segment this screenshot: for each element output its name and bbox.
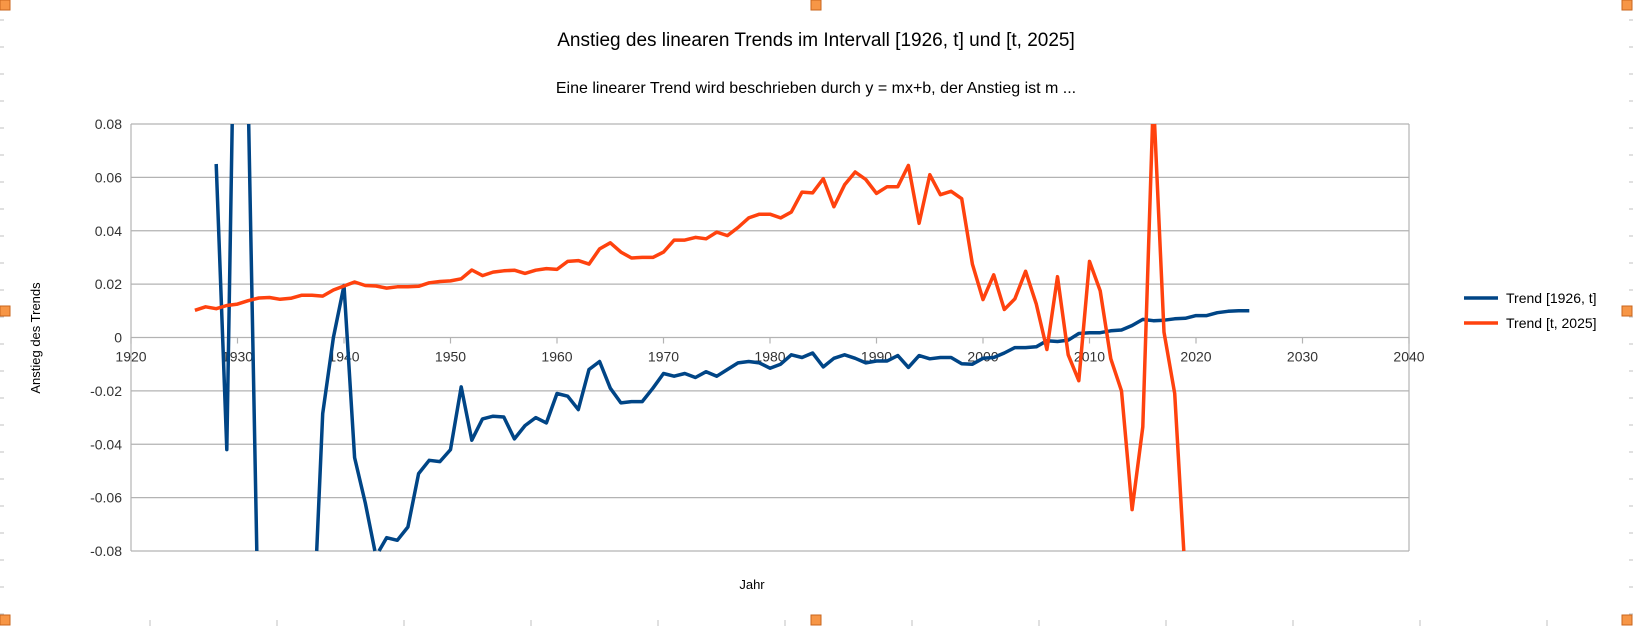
x-axis-title: Jahr [739, 577, 765, 592]
y-tick-label: 0.08 [95, 116, 122, 132]
y-tick-label: -0.08 [90, 543, 122, 559]
legend-label-1: Trend [1926, t] [1506, 290, 1597, 306]
resize-handle[interactable] [810, 614, 822, 626]
x-axis: 1920 1930 1940 1950 1960 1970 1980 1990 2000 2010… [115, 337, 1425, 365]
x-tick-label: 2010 [1074, 349, 1105, 365]
frame-ruler-ticks [0, 19, 1633, 626]
y-axis-title: Anstieg des Trends [28, 282, 43, 394]
resize-handle[interactable] [810, 0, 822, 11]
y-tick-label: 0.02 [95, 276, 122, 292]
y-tick-label: -0.06 [90, 490, 122, 506]
chart-title: Anstieg des linearen Trends im Intervall… [557, 30, 1075, 51]
resize-handle[interactable] [1621, 0, 1633, 11]
x-tick-label: 1940 [328, 349, 359, 365]
y-tick-label: -0.04 [90, 436, 122, 452]
x-tick-label: 1950 [435, 349, 466, 365]
x-tick-label: 2030 [1287, 349, 1318, 365]
x-tick-label: 1960 [541, 349, 572, 365]
series-lines [194, 123, 1250, 552]
resize-handle[interactable] [0, 0, 11, 11]
resize-handle[interactable] [1621, 614, 1633, 626]
chart-subtitle: Eine linearer Trend wird beschrieben dur… [556, 80, 1076, 97]
x-tick-label: 2000 [967, 349, 998, 365]
legend: Trend [1926, t] Trend [t, 2025] [1464, 290, 1597, 331]
series-line-2 [194, 123, 1186, 552]
x-tick-label: 2020 [1180, 349, 1211, 365]
series-line-1 [214, 123, 1250, 552]
y-tick-label: 0.04 [95, 223, 122, 239]
resize-handle[interactable] [1621, 305, 1633, 317]
resize-handle[interactable] [0, 614, 11, 626]
x-tick-label: 2040 [1393, 349, 1424, 365]
legend-label-2: Trend [t, 2025] [1506, 315, 1597, 331]
y-tick-label: -0.02 [90, 383, 122, 399]
resize-handle[interactable] [0, 305, 11, 317]
x-tick-label: 1920 [115, 349, 146, 365]
x-tick-label: 1970 [648, 349, 679, 365]
y-axis: 0.08 0.06 0.04 0.02 0 -0.02 -0.04 -0.06 -0.08 [90, 116, 122, 559]
y-tick-label: 0.06 [95, 169, 122, 185]
y-tick-label: 0 [114, 330, 122, 346]
x-tick-label: 1980 [754, 349, 785, 365]
